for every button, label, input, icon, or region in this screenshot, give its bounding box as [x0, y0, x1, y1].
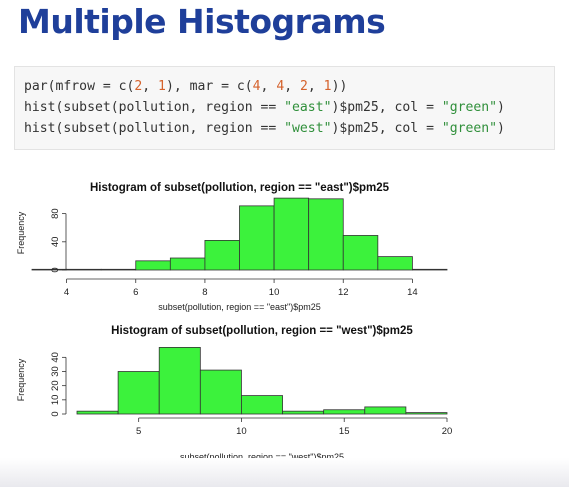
code-string: "west" — [284, 121, 332, 136]
histogram-west: Histogram of subset(pollution, region ==… — [16, 325, 453, 462]
code-text: , — [307, 79, 324, 94]
x-tick-label: 14 — [407, 287, 418, 298]
x-tick-label: 12 — [338, 287, 349, 298]
y-tick-label: 40 — [50, 237, 61, 248]
x-tick-label: 6 — [133, 287, 138, 298]
x-tick-label: 5 — [136, 426, 141, 437]
code-text: , — [260, 79, 277, 94]
x-tick-label: 8 — [202, 287, 207, 298]
code-text: ) — [497, 121, 505, 136]
code-block: par(mfrow = c(2, 1), mar = c(4, 4, 2, 1)… — [14, 66, 555, 150]
x-axis-label: subset(pollution, region == "east")$pm25 — [158, 302, 321, 312]
code-string: "east" — [284, 100, 332, 115]
chart-title: Histogram of subset(pollution, region ==… — [90, 182, 390, 194]
code-number: 2 — [134, 79, 143, 94]
histogram-bar — [364, 406, 407, 415]
histogram-bar — [342, 235, 379, 271]
x-axis-label: subset(pollution, region == "west")$pm25 — [180, 452, 344, 462]
x-tick-label: 4 — [64, 287, 69, 298]
code-text: hist(subset(pollution, region == — [24, 100, 285, 115]
y-tick-label: 10 — [50, 395, 61, 406]
code-text: ) — [497, 100, 505, 115]
x-tick-label: 15 — [339, 426, 350, 437]
histogram-bar — [282, 410, 325, 415]
histogram-bar — [308, 198, 344, 271]
code-number: 1 — [323, 79, 332, 94]
histogram-bar — [158, 347, 201, 415]
histogram-bar — [66, 268, 102, 271]
code-line: par(mfrow = c(2, 1), mar = c(4, 4, 2, 1)… — [24, 76, 554, 97]
histogram-bar — [204, 240, 240, 271]
y-tick-label: 30 — [50, 366, 61, 377]
y-tick-label: 0 — [50, 411, 61, 416]
code-number: 4 — [276, 79, 285, 94]
y-tick-label: 20 — [50, 380, 61, 391]
x-tick-label: 10 — [269, 287, 280, 298]
code-text: hist(subset(pollution, region == — [24, 121, 285, 136]
chart-title: Histogram of subset(pollution, region ==… — [111, 325, 413, 337]
histogram-east: Histogram of subset(pollution, region ==… — [16, 182, 448, 312]
y-axis-label: Frequency — [16, 358, 26, 401]
code-line: hist(subset(pollution, region == "west")… — [24, 118, 554, 139]
code-string: "green" — [441, 100, 498, 115]
code-text: par(mfrow = c( — [24, 79, 135, 94]
code-number: 1 — [158, 79, 166, 94]
code-text: , — [142, 79, 159, 94]
code-string: "green" — [441, 121, 498, 136]
histogram-bar — [76, 410, 119, 415]
bottom-bar — [0, 458, 569, 487]
histogram-bar — [239, 205, 275, 271]
x-tick-label: 20 — [442, 426, 453, 437]
code-number: 2 — [300, 79, 308, 94]
code-text: ), mar = c( — [165, 79, 253, 94]
histogram-bar — [199, 369, 242, 415]
y-tick-label: 0 — [50, 267, 61, 272]
histogram-bar — [169, 257, 206, 271]
histogram-bar — [241, 395, 283, 415]
histogram-bar — [377, 256, 413, 271]
code-text: )$pm25, col = — [331, 121, 442, 136]
code-number: 4 — [252, 79, 261, 94]
histogram-bar — [135, 260, 171, 271]
histogram-bar — [100, 268, 137, 271]
code-text: )$pm25, col = — [331, 100, 442, 115]
y-tick-label: 40 — [50, 352, 61, 363]
slide-title: Multiple Histograms — [18, 2, 386, 41]
y-axis-label: Frequency — [16, 211, 26, 254]
code-line: hist(subset(pollution, region == "east")… — [24, 97, 554, 118]
histogram-bar — [273, 197, 310, 271]
histogram-bar — [412, 268, 448, 271]
x-tick-label: 10 — [236, 426, 247, 437]
histogram-bar — [405, 412, 448, 415]
histogram-bar — [323, 409, 366, 415]
code-text: , — [284, 79, 300, 94]
histogram-bar — [117, 371, 160, 415]
code-text: )) — [331, 79, 348, 94]
y-tick-label: 80 — [50, 208, 61, 219]
